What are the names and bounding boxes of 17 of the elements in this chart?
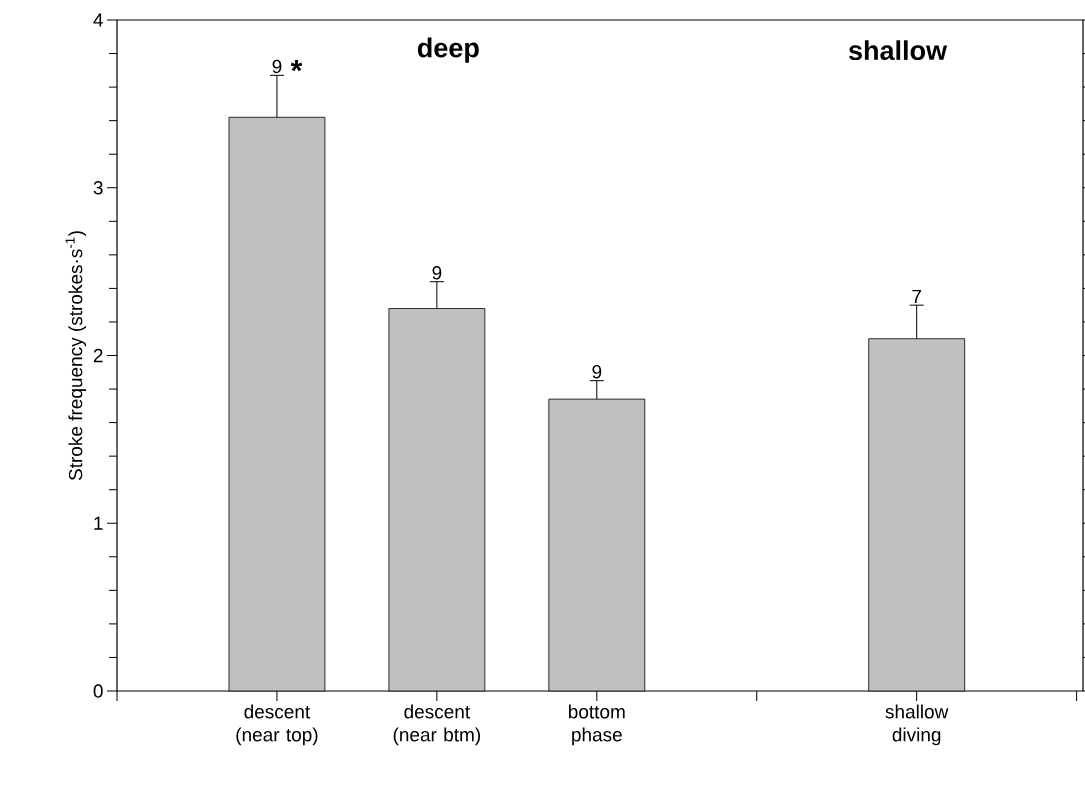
annotation: 9 xyxy=(272,59,282,74)
x-tick-label: shallow diving xyxy=(885,704,949,746)
y-axis-title: Stroke frequency (strokes·s$^{-1}$) xyxy=(65,231,87,481)
annotation: shallow xyxy=(848,40,948,61)
annotation: 7 xyxy=(912,289,921,303)
x-tick-label: descent (near top) xyxy=(236,704,318,746)
y-tick-label: 1 xyxy=(94,516,103,530)
annotation: * xyxy=(290,60,303,72)
y-tick-label: 0 xyxy=(93,684,103,698)
y-tick-label: 4 xyxy=(93,13,103,27)
x-tick-label: bottom phase xyxy=(568,704,625,746)
annotation: 9 xyxy=(592,365,602,379)
annotation: 9 xyxy=(432,266,442,280)
x-tick-label: descent (near btm) xyxy=(393,704,481,746)
y-tick-label: 2 xyxy=(93,348,103,363)
annotation: deep xyxy=(417,37,479,63)
y-tick-label: 3 xyxy=(93,181,103,195)
